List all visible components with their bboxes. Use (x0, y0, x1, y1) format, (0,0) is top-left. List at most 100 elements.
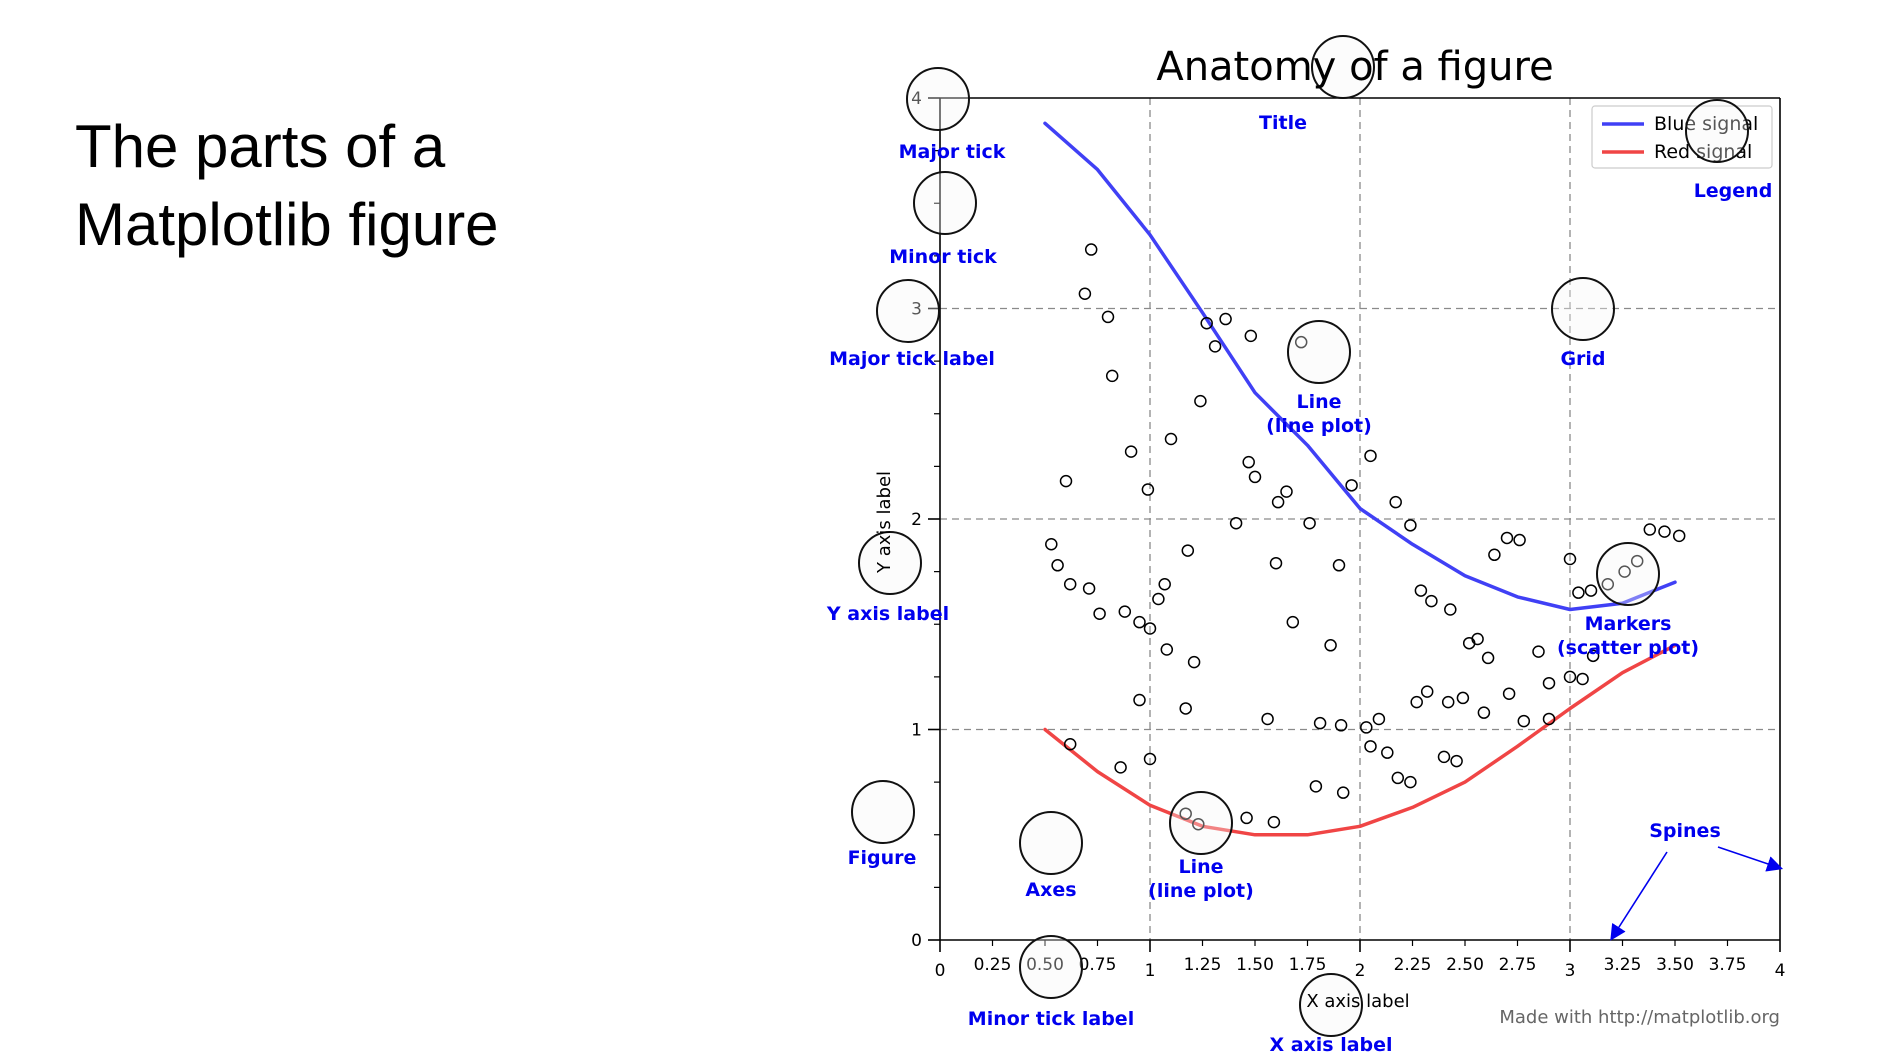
scatter-marker (1063, 737, 1077, 751)
scatter-marker (1360, 721, 1373, 734)
annotation-circles (851, 35, 1749, 1037)
annotation-labels: Title Major tick Minor tick Major tick labe… (826, 112, 1784, 1056)
scatter-marker (1143, 622, 1157, 635)
scatter-marker (1045, 538, 1058, 551)
x-minor-tick-label: 1.75 (1289, 955, 1327, 975)
x-minor-tick-label: 3.50 (1656, 955, 1694, 975)
x-minor-tick-label: 2.50 (1446, 955, 1484, 975)
blue-signal-line (1043, 121, 1677, 612)
scatter-marker (1381, 746, 1394, 759)
scatter-marker (1200, 316, 1213, 330)
scatter-marker (1441, 695, 1455, 709)
annotation-circle-line-upper (1287, 320, 1351, 384)
y-axis-label: Y axis label (874, 471, 895, 574)
scatter-marker (1389, 495, 1402, 509)
annotation-circle-major-tick (906, 67, 970, 131)
annotation-label-markers: Markers (1585, 613, 1672, 635)
scatter-marker (1481, 651, 1495, 665)
scatter-marker (1267, 815, 1281, 829)
scatter-marker (1143, 752, 1157, 766)
scatter-marker (1240, 811, 1253, 825)
annotation-sublabel-line-upper: (line plot) (1266, 415, 1372, 437)
chart-text: Anatomy of a figure X axis label Y axis … (874, 44, 1780, 1028)
scatter-marker (1181, 544, 1195, 557)
scatter-marker (1269, 556, 1283, 570)
scatter-marker (1324, 639, 1337, 652)
scatter-marker (1513, 533, 1526, 547)
scatter-marker (1160, 643, 1174, 656)
x-major-tick-label: 1 (1145, 961, 1156, 981)
annotation-label-y-axis-label: Y axis label (826, 603, 949, 625)
scatter-marker (1618, 565, 1631, 578)
scatter-marker (1450, 754, 1463, 768)
scatter-marker (1118, 605, 1132, 618)
annotation-label-grid: Grid (1560, 348, 1605, 370)
scatter-marker (1364, 449, 1377, 463)
annotation-label-figure: Figure (848, 847, 917, 869)
x-minor-tick-label: 0.50 (1026, 955, 1064, 975)
scatter-marker (1078, 287, 1092, 301)
scatter-marker (1051, 559, 1064, 572)
scatter-marker (1059, 474, 1073, 488)
annotation-circle-y-axis-label (858, 531, 922, 595)
scatter-marker (1158, 578, 1171, 591)
grid-lines (940, 98, 1780, 940)
annotation-circle-x-axis-label (1299, 973, 1363, 1037)
annotation-label-major-tick-label: Major tick label (829, 348, 995, 370)
x-minor-tick-label: 2.25 (1394, 955, 1432, 975)
y-major-tick-label: 2 (911, 510, 922, 530)
scatter-marker (1517, 714, 1531, 728)
scatter-marker (1410, 695, 1423, 709)
scatter-marker (1194, 394, 1207, 408)
scatter-marker (1093, 607, 1106, 620)
annotation-circle-grid (1551, 277, 1615, 341)
annotation-circle-line-lower (1169, 791, 1233, 855)
x-major-tick-label: 0 (935, 961, 946, 981)
scatter-marker (1179, 702, 1192, 715)
scatter-marker (1500, 531, 1514, 545)
scatter-marker (1261, 712, 1274, 726)
scatter-marker (1601, 578, 1615, 591)
annotation-label-axes: Axes (1025, 879, 1076, 901)
scatter-marker (1414, 584, 1428, 597)
scatter-marker (1437, 750, 1451, 764)
annotation-sublabel-markers: (scatter plot) (1557, 637, 1699, 659)
scatter-marker (1425, 594, 1438, 608)
scatter-marker (1404, 519, 1417, 532)
scatter-marker (1229, 516, 1243, 530)
x-minor-tick-label: 0.25 (974, 955, 1012, 975)
legend-entry: Red signal (1654, 141, 1752, 163)
scatter-marker (1471, 632, 1484, 646)
annotation-label-legend: Legend (1694, 180, 1773, 202)
scatter-marker (1420, 685, 1434, 698)
x-axis-label: X axis label (1306, 991, 1409, 1012)
scatter-marker (1672, 529, 1686, 543)
annotation-label-line-upper: Line (1296, 391, 1341, 413)
x-minor-tick-label: 2.75 (1499, 955, 1537, 975)
scatter-marker (1630, 554, 1644, 568)
scatter-marker (1133, 615, 1146, 629)
annotation-circle-markers (1596, 542, 1660, 606)
scatter-marker (1114, 761, 1127, 774)
annotation-circle-axes (1019, 811, 1083, 875)
scatter-marker (1179, 807, 1192, 820)
annotation-circle-minor-tick (913, 171, 977, 235)
scatter-marker (1332, 559, 1346, 572)
annotation-label-spines: Spines (1649, 820, 1721, 842)
scatter-marker (1576, 672, 1589, 686)
y-major-tick-label: 4 (911, 89, 922, 109)
scatter-marker (1133, 693, 1146, 707)
scatter-marker (1124, 445, 1138, 458)
scatter-marker (1101, 310, 1115, 324)
scatter-marker (1303, 516, 1316, 530)
x-minor-tick-label: 1.50 (1236, 955, 1274, 975)
scatter-marker (1345, 479, 1358, 492)
scatter-marker (1082, 582, 1096, 595)
scatter-marker (1242, 455, 1255, 469)
annotation-label-minor-tick-label: Minor tick label (968, 1008, 1134, 1030)
scatter-marker (1152, 592, 1165, 606)
scatter-marker (1404, 775, 1417, 789)
y-major-tick-label: 0 (911, 931, 922, 951)
spines-arrow-bottom (1610, 851, 1668, 941)
scatter-marker (1542, 712, 1556, 726)
